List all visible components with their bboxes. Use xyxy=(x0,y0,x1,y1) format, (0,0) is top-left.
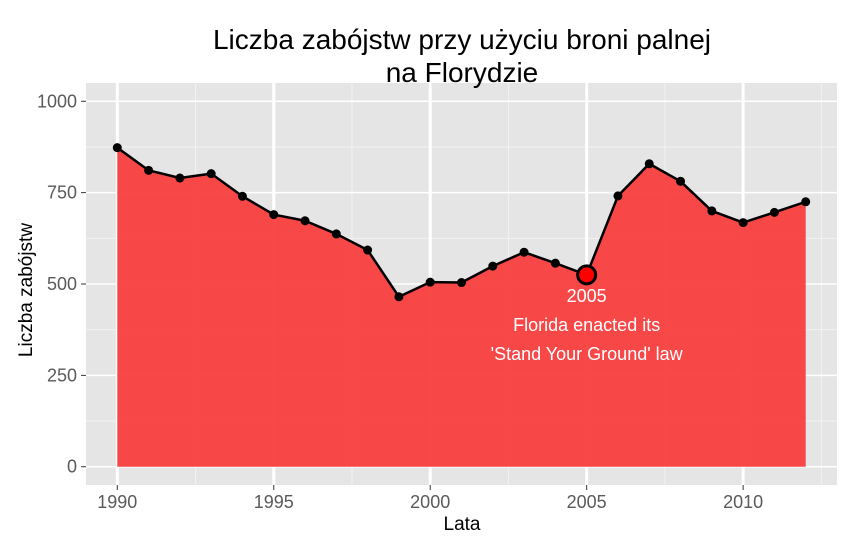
x-tick-label: 2000 xyxy=(410,492,450,512)
data-point xyxy=(613,191,623,201)
data-point xyxy=(206,169,216,179)
chart-title-line-2: na Florydzie xyxy=(386,57,539,88)
data-point xyxy=(269,210,279,220)
x-tick-label: 2010 xyxy=(723,492,763,512)
highlight-point xyxy=(576,264,598,286)
x-tick-label: 1995 xyxy=(254,492,294,512)
data-point xyxy=(644,159,654,169)
data-point xyxy=(425,277,435,287)
annotation-line: 2005 xyxy=(567,286,607,306)
axis-layer: 0 250 500 750 1000 1990 1995 2000 2005 2010 xyxy=(37,91,763,512)
data-point xyxy=(237,191,247,201)
data-point xyxy=(144,165,154,175)
data-point xyxy=(488,261,498,271)
data-point xyxy=(175,173,185,183)
data-point xyxy=(331,229,341,239)
y-tick-label: 1000 xyxy=(37,91,77,111)
y-tick-label: 750 xyxy=(47,183,77,203)
data-layer xyxy=(112,143,811,467)
y-axis-title: Liczba zabójstw xyxy=(16,223,37,357)
y-tick-label: 0 xyxy=(67,457,77,477)
annotation-line: Florida enacted its xyxy=(513,315,660,335)
data-point xyxy=(457,278,466,288)
data-point xyxy=(738,218,748,228)
data-point xyxy=(300,216,310,226)
area-fill xyxy=(117,147,806,467)
x-tick-label: 2005 xyxy=(567,492,607,512)
y-tick-label: 500 xyxy=(47,274,77,294)
annotation-layer: 2005 Florida enacted its 'Stand Your Groun… xyxy=(491,286,684,364)
data-point xyxy=(519,247,529,257)
data-point xyxy=(394,292,404,302)
x-tick-label: 1990 xyxy=(97,492,137,512)
data-point xyxy=(769,207,779,217)
x-axis-title: Lata xyxy=(444,514,481,535)
data-point xyxy=(801,197,811,207)
data-point xyxy=(676,176,686,186)
chart-title-line-1: Liczba zabójstw przy użyciu broni palnej xyxy=(213,24,711,55)
data-point xyxy=(707,206,717,216)
data-point xyxy=(550,258,560,268)
data-point xyxy=(112,143,122,153)
annotation-line: 'Stand Your Ground' law xyxy=(491,344,684,364)
y-tick-label: 250 xyxy=(47,365,77,385)
data-point xyxy=(363,245,373,255)
